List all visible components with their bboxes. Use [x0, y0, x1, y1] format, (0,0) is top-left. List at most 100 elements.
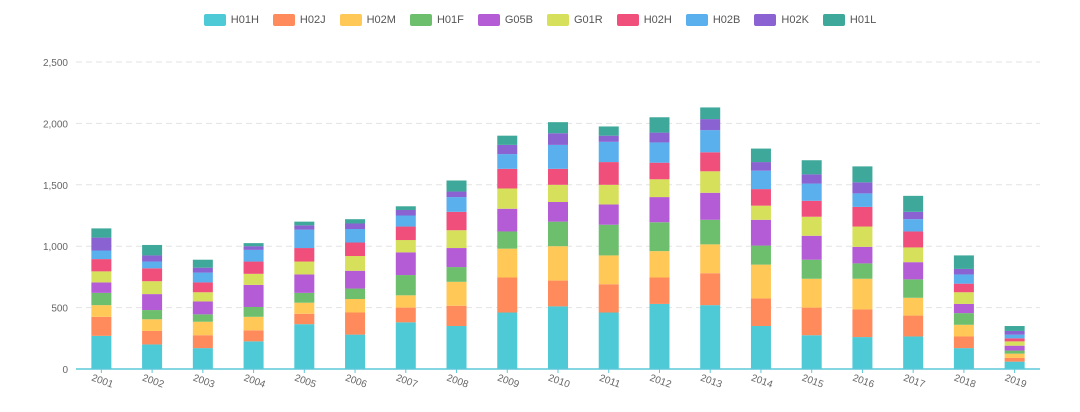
legend-swatch [477, 14, 500, 26]
bar-segment [294, 248, 315, 262]
bar-segment [903, 279, 924, 298]
x-tick-label: 2012 [648, 373, 673, 391]
y-tick-label: 2,500 [43, 58, 68, 69]
bar-segment [548, 280, 568, 307]
bar-segment [801, 259, 822, 279]
bar-segment [750, 148, 771, 163]
legend-item[interactable]: G05B [477, 14, 533, 26]
bar-segment [649, 197, 670, 223]
legend-item[interactable]: H02J [272, 14, 326, 26]
x-tick-label: 2005 [293, 373, 318, 391]
legend-swatch [203, 14, 226, 26]
legend-swatch [546, 14, 569, 26]
bar-segment [750, 245, 771, 265]
x-tick-label: 2002 [141, 373, 166, 391]
x-tick-label: 2011 [598, 373, 622, 391]
bar-segment [548, 122, 568, 134]
bar-segment [497, 144, 518, 155]
bar-segment [446, 267, 467, 282]
bar-segment [446, 211, 467, 231]
legend-label: G01R [573, 14, 603, 26]
legend-item[interactable]: H02H [616, 14, 672, 26]
legend-label: H02K [781, 14, 809, 26]
bar-segment [649, 277, 670, 304]
bar-segment [903, 247, 924, 263]
bar-segment [700, 219, 721, 245]
bar-segment [700, 152, 721, 172]
bar-segment [852, 182, 873, 194]
bar-segment [345, 299, 366, 313]
bar-segment [700, 305, 721, 369]
x-tick-label: 2004 [242, 373, 267, 391]
bar-segment [953, 283, 974, 293]
bar-segment [598, 162, 619, 185]
bar-segment [852, 337, 873, 369]
bar-segment [91, 250, 112, 260]
bar-segment [548, 144, 568, 169]
bar-segment [243, 249, 264, 262]
bar-segment [345, 219, 366, 224]
bar-segment [548, 201, 568, 222]
bar-segment [953, 313, 974, 325]
bar-segment [395, 226, 416, 241]
bar-segment [192, 335, 213, 349]
bar-segment [91, 316, 112, 336]
bar-segment [750, 219, 771, 246]
bar-segment [598, 204, 619, 225]
bar-segment [1004, 350, 1025, 354]
bar-segment [903, 336, 924, 369]
bar-segment [294, 313, 315, 325]
legend-item[interactable]: H01L [822, 14, 876, 26]
bar-segment [294, 221, 315, 226]
bar-segment [750, 170, 771, 190]
legend-item[interactable]: H01H [203, 14, 259, 26]
legend-swatch [822, 14, 845, 26]
bar-segment [903, 315, 924, 337]
bar-segment [91, 292, 112, 306]
bar-segment [801, 183, 822, 201]
bar-segment [192, 282, 213, 293]
bar-segment [497, 188, 518, 209]
bar-segment [649, 142, 670, 163]
bar-segment [497, 248, 518, 278]
bar-segment [345, 312, 366, 335]
legend-label: G05B [504, 14, 533, 26]
bar-segment [497, 312, 518, 369]
bar-segment [142, 294, 163, 311]
legend-item[interactable]: H02M [339, 14, 396, 26]
bar-segment [142, 281, 163, 295]
bar-segment [446, 230, 467, 249]
bar-segment [91, 237, 112, 251]
legend-swatch [616, 14, 639, 26]
bar-segment [700, 107, 721, 120]
bar-segment [750, 298, 771, 327]
bar-segment [192, 267, 213, 273]
bar-segment [446, 281, 467, 306]
bar-segment [243, 330, 264, 342]
bar-segment [395, 275, 416, 296]
bar-segment [750, 326, 771, 369]
legend-item[interactable]: H02K [754, 14, 809, 26]
bar-segment [649, 251, 670, 278]
legend-item[interactable]: G01R [546, 14, 603, 26]
bar-segment [750, 264, 771, 299]
bar-segment [903, 297, 924, 316]
bar-segment [497, 277, 518, 313]
bar-segment [598, 224, 619, 256]
y-tick-label: 1,000 [43, 242, 68, 253]
bar-segment [294, 292, 315, 303]
y-tick-label: 500 [51, 304, 68, 315]
bar-segment [294, 261, 315, 275]
bar-segment [750, 205, 771, 220]
legend-item[interactable]: H02B [685, 14, 740, 26]
bar-segment [243, 243, 264, 247]
bar-segment [243, 341, 264, 369]
bar-segment [192, 259, 213, 268]
bar-segment [649, 179, 670, 198]
bar-segment [852, 278, 873, 310]
bar-segment [142, 319, 163, 331]
bar-segment [142, 255, 163, 262]
bar-segment [953, 274, 974, 284]
legend-item[interactable]: H01F [409, 14, 464, 26]
bar-segment [801, 174, 822, 184]
